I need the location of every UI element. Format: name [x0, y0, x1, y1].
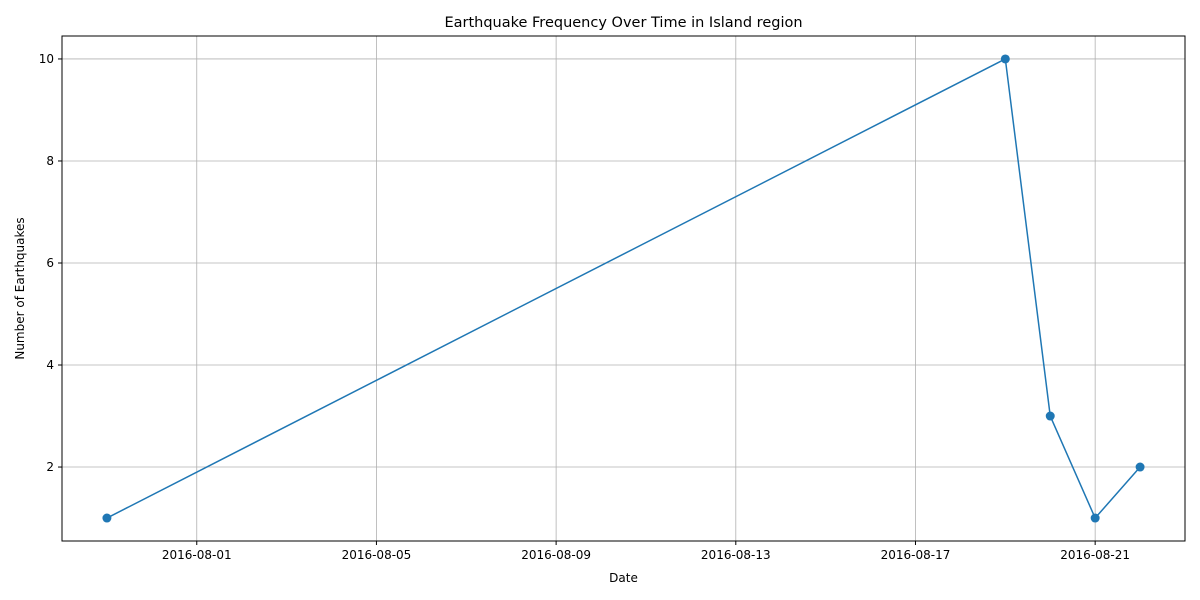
x-tick-label: 2016-08-13 — [701, 548, 771, 562]
data-point — [102, 513, 112, 523]
data-point — [1045, 411, 1055, 421]
y-tick-label: 8 — [46, 154, 54, 168]
data-point — [1135, 462, 1145, 472]
y-axis: 2 4 6 8 10 — [39, 52, 62, 474]
y-axis-label: Number of Earthquakes — [13, 217, 27, 359]
y-tick-label: 10 — [39, 52, 54, 66]
data-point — [1090, 513, 1100, 523]
y-tick-label: 4 — [46, 358, 54, 372]
grid — [62, 36, 1185, 541]
x-tick-label: 2016-08-21 — [1060, 548, 1130, 562]
y-tick-label: 6 — [46, 256, 54, 270]
x-axis: 2016-08-01 2016-08-05 2016-08-09 2016-08-13… — [162, 541, 1130, 562]
plot-area-frame — [61, 35, 1186, 542]
x-axis-label: Date — [609, 571, 638, 585]
chart-title: Earthquake Frequency Over Time in Island… — [444, 15, 802, 31]
x-tick-label: 2016-08-05 — [342, 548, 412, 562]
x-tick-label: 2016-08-01 — [162, 548, 232, 562]
data-point — [1000, 54, 1010, 64]
x-tick-label: 2016-08-17 — [881, 548, 951, 562]
x-tick-label: 2016-08-09 — [521, 548, 591, 562]
y-tick-label: 2 — [46, 460, 54, 474]
series-layer — [102, 54, 1145, 523]
series-line — [106, 58, 1141, 519]
